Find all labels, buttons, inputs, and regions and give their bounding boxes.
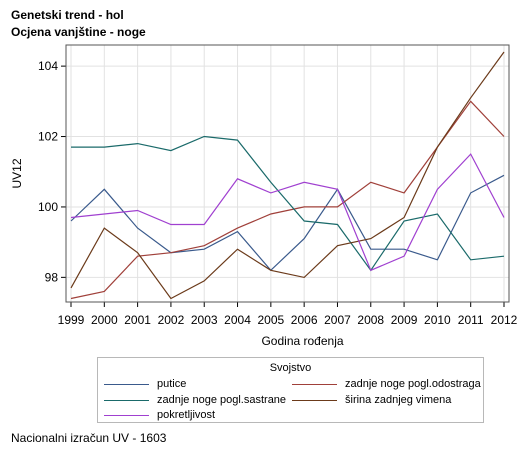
line-chart: 1999 2000 2001 2002 2003 2004 2005 2006 2007 2008… — [10, 44, 518, 348]
legend-label: zadnje noge pogl.odostraga — [345, 378, 481, 390]
y-tick-label: 104 — [38, 59, 58, 73]
x-tick-label: 2001 — [124, 313, 151, 327]
legend-swatch — [104, 400, 149, 401]
footnote: Nacionalni izračun UV - 1603 — [11, 431, 167, 445]
y-axis-label: UV12 — [10, 158, 24, 188]
legend: Svojstvo putice zadnje noge pogl.odostra… — [97, 357, 484, 423]
chart-title: Genetski trend - hol — [11, 8, 124, 22]
x-tick-label: 2002 — [158, 313, 185, 327]
legend-swatch — [104, 415, 149, 416]
legend-swatch — [292, 400, 337, 401]
series-line — [71, 135, 505, 272]
x-tick-label: 1999 — [58, 313, 85, 327]
legend-label: zadnje noge pogl.sastrane — [157, 394, 287, 406]
series-line — [70, 153, 505, 272]
chart-subtitle: Ocjena vanjštine - noge — [11, 25, 146, 39]
x-tick-label: 2003 — [191, 313, 218, 327]
y-tick-label: 100 — [38, 200, 58, 214]
legend-label: pokretljivost — [157, 409, 216, 421]
legend-swatch — [104, 384, 149, 385]
x-tick-label: 2005 — [257, 313, 284, 327]
x-tick-label: 2007 — [324, 313, 351, 327]
x-tick-label: 2009 — [391, 313, 418, 327]
x-axis-label: Godina rođenja — [261, 334, 343, 348]
legend-label: putice — [157, 378, 187, 390]
x-tick-label: 2010 — [424, 313, 451, 327]
plot-area — [65, 44, 510, 303]
y-tick-label: 102 — [38, 130, 58, 144]
legend-swatch — [292, 384, 337, 385]
y-tick-label: 98 — [45, 270, 59, 284]
x-tick-label: 2000 — [91, 313, 118, 327]
x-tick-label: 2008 — [357, 313, 384, 327]
x-tick-label: 2006 — [291, 313, 318, 327]
legend-title: Svojstvo — [269, 362, 312, 374]
series-line — [70, 51, 505, 300]
x-tick-label: 2011 — [458, 313, 484, 327]
series-line — [70, 100, 505, 300]
series-line — [70, 174, 505, 272]
x-tick-label: 2004 — [224, 313, 251, 327]
legend-label: širina zadnjeg vimena — [345, 394, 452, 406]
x-tick-label: 2012 — [491, 313, 518, 327]
